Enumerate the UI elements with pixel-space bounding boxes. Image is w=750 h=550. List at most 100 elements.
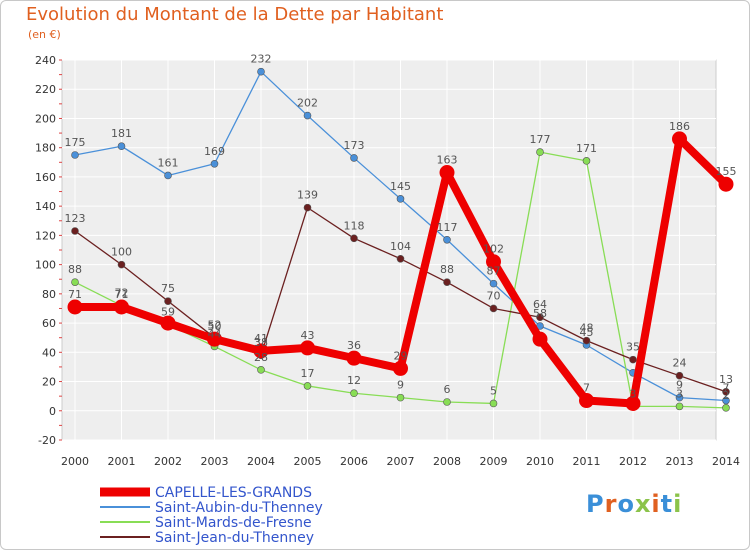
data-point [71, 151, 79, 159]
x-tick-label: 2014 [712, 455, 740, 468]
proxiti-logo: Proxiti [586, 490, 682, 518]
data-point [722, 387, 730, 396]
data-label: 163 [437, 154, 458, 167]
x-tick-label: 2008 [433, 455, 461, 468]
data-label: 9 [676, 379, 683, 392]
logo-letter: x [634, 490, 652, 518]
legend-label: CAPELLE-LES-GRANDS [155, 485, 312, 501]
data-point [439, 165, 455, 181]
data-label: 13 [719, 373, 733, 386]
y-tick-label: 220 [35, 83, 56, 96]
data-label: 70 [487, 289, 501, 302]
data-point [489, 279, 498, 288]
data-point [71, 278, 79, 286]
data-point [532, 331, 548, 347]
data-point [396, 195, 405, 203]
data-point [625, 395, 641, 411]
data-label: 7 [583, 382, 590, 395]
data-label: 5 [490, 384, 497, 397]
legend-label: Saint-Aubin-du-Thenney [155, 500, 323, 516]
data-point [346, 350, 362, 366]
y-tick-label: 180 [35, 142, 56, 155]
logo-letter: P [586, 490, 605, 518]
data-label: 88 [440, 263, 454, 276]
data-point [718, 176, 734, 192]
data-label: 58 [533, 307, 547, 320]
data-point [675, 371, 684, 380]
data-point [257, 67, 265, 76]
logo-letter: o [617, 490, 635, 518]
data-label: 35 [626, 341, 640, 354]
y-tick-label: 60 [42, 317, 56, 330]
data-point [489, 304, 498, 313]
data-label: 6 [444, 383, 451, 396]
x-tick-label: 2002 [154, 455, 182, 468]
data-label: 71 [115, 288, 129, 301]
x-tick-label: 2013 [666, 455, 694, 468]
data-label: 118 [344, 219, 365, 232]
y-tick-label: 160 [35, 171, 56, 184]
data-label: 155 [716, 165, 737, 178]
data-point [536, 313, 544, 322]
data-point [303, 203, 312, 212]
data-point [160, 315, 176, 331]
data-point [257, 366, 265, 374]
data-label: 45 [580, 326, 594, 339]
y-tick-label: 80 [42, 288, 56, 301]
data-point [114, 299, 129, 315]
x-tick-label: 2010 [526, 455, 554, 468]
x-tick-label: 2007 [387, 455, 415, 468]
x-tick-label: 2004 [247, 455, 275, 468]
data-label: 75 [161, 282, 175, 295]
data-point [536, 148, 544, 156]
y-tick-label: 200 [35, 112, 56, 125]
data-point [486, 254, 501, 270]
data-label: 117 [437, 221, 458, 234]
logo-letter: r [604, 490, 618, 518]
data-label: 139 [297, 189, 318, 202]
chart-title: Evolution du Montant de la Dette par Hab… [26, 4, 444, 25]
data-point [117, 260, 126, 269]
y-tick-label: 20 [42, 376, 56, 389]
data-label: 7 [723, 382, 730, 395]
data-point [396, 254, 405, 263]
data-point [117, 142, 126, 151]
data-label: 59 [161, 306, 175, 319]
data-label: 41 [254, 332, 268, 345]
data-label: 48 [580, 322, 594, 335]
data-label: 71 [68, 288, 82, 301]
data-point [300, 340, 315, 356]
data-point [71, 227, 79, 235]
y-tick-label: 240 [35, 54, 56, 67]
data-point [253, 343, 269, 359]
x-tick-label: 2001 [108, 455, 136, 468]
data-point [396, 393, 405, 402]
data-point [303, 382, 312, 390]
y-tick-label: 40 [42, 346, 56, 359]
data-label: 3 [630, 387, 637, 400]
data-label: 24 [673, 357, 687, 370]
data-label: 123 [65, 212, 86, 225]
data-label: 100 [111, 246, 132, 259]
data-label: 38 [254, 336, 268, 349]
x-tick-label: 2000 [61, 455, 89, 468]
data-label: 50 [208, 320, 222, 333]
data-point [443, 235, 451, 244]
data-point [675, 402, 684, 411]
data-label: 43 [301, 329, 315, 342]
legend-label: Saint-Jean-du-Thenney [155, 530, 314, 546]
y-tick-label: 140 [35, 200, 56, 213]
data-label: 169 [204, 145, 225, 158]
y-tick-label: 120 [35, 229, 56, 242]
data-label: 12 [347, 374, 361, 387]
data-label: 87 [487, 265, 501, 278]
data-label: 171 [576, 142, 597, 155]
logo-letter: t [660, 490, 674, 518]
data-label: 175 [65, 136, 86, 149]
legend-label: Saint-Mards-de-Fresne [155, 515, 312, 531]
data-label: 2 [723, 389, 730, 402]
x-tick-label: 2009 [480, 455, 508, 468]
data-label: 186 [669, 120, 690, 133]
data-point [722, 404, 730, 412]
